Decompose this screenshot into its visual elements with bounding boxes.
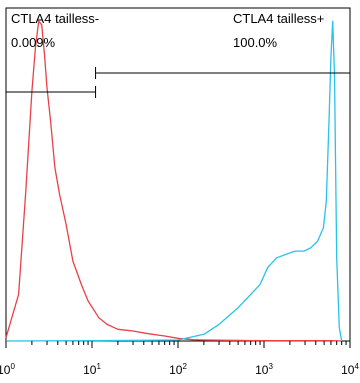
- gate-name-positive: CTLA4 tailless+: [233, 11, 325, 26]
- gate-percent-negative: 0.009%: [11, 35, 56, 50]
- x-axis: 100 101 102 103 104: [0, 341, 359, 377]
- series-layer: [5, 20, 343, 342]
- x-tick-label: 103: [255, 362, 273, 377]
- histogram-series-2: [5, 20, 343, 342]
- x-tick-label: 102: [169, 362, 187, 377]
- x-tick-label: 104: [341, 362, 359, 377]
- x-tick-label: 100: [0, 362, 15, 377]
- gate-label-negative: CTLA4 tailless- 0.009%: [11, 12, 99, 49]
- x-tick-label: 101: [83, 362, 101, 377]
- gate-layer: [6, 67, 350, 98]
- gate-name-negative: CTLA4 tailless-: [11, 11, 100, 26]
- gate-percent-positive: 100.0%: [233, 35, 278, 50]
- histogram-series-1: [5, 20, 342, 342]
- gate-label-positive: CTLA4 tailless+ 100.0%: [233, 12, 324, 49]
- plot-frame: [5, 7, 351, 342]
